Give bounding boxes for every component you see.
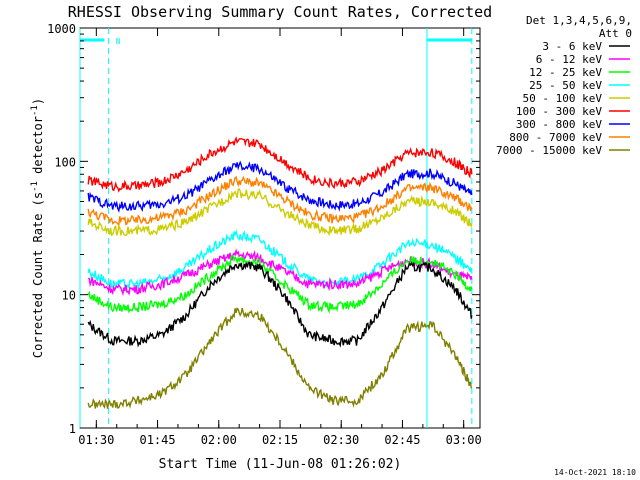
chart-title: RHESSI Observing Summary Count Rates, Co… [68,3,492,21]
x-tick-label: 02:45 [384,433,420,447]
x-axis-label: Start Time (11-Jun-08 01:26:02) [159,457,402,472]
x-tick-label: 01:45 [139,433,175,447]
legend-label-6: 300 - 800 keV [516,118,602,131]
series-line-50-100keV [87,188,473,237]
legend-label-7: 800 - 7000 keV [509,131,602,144]
y-tick-label: 10 [62,289,76,303]
legend-header-2: Att 0 [599,27,632,40]
x-tick-label: 01:30 [78,433,114,447]
legend-label-3: 25 - 50 keV [529,79,602,92]
series-line-800-7000keV [87,175,473,227]
y-tick-label: 100 [54,155,76,169]
series-line-100-300keV [87,136,473,193]
series-line-25-50keV [87,229,473,291]
x-tick-label: 02:30 [323,433,359,447]
legend-header-1: Det 1,3,4,5,6,9, [526,14,632,27]
x-tick-label: 02:00 [201,433,237,447]
series-line-300-800keV [87,160,473,213]
legend-label-4: 50 - 100 keV [523,92,603,105]
x-tick-label: 02:15 [262,433,298,447]
n-marker: N [116,37,121,46]
legend-label-8: 7000 - 15000 keV [496,144,602,157]
series-line-12-25keV [87,254,473,314]
timestamp: 14-Oct-2021 18:10 [554,468,636,477]
y-axis-label: Corrected Count Rate (s-1 detector-1) [30,98,45,358]
series-line-6-12keV [88,248,473,297]
legend-label-0: 3 - 6 keV [542,40,602,53]
legend-label-5: 100 - 300 keV [516,105,602,118]
y-tick-label: 1000 [47,22,76,36]
y-tick-label: 1 [69,422,76,436]
legend-label-1: 6 - 12 keV [536,53,603,66]
series-line-3-6keV [87,261,473,348]
series-line-7000-15000keV [87,307,472,409]
legend-label-2: 12 - 25 keV [529,66,602,79]
x-tick-label: 03:00 [446,433,482,447]
